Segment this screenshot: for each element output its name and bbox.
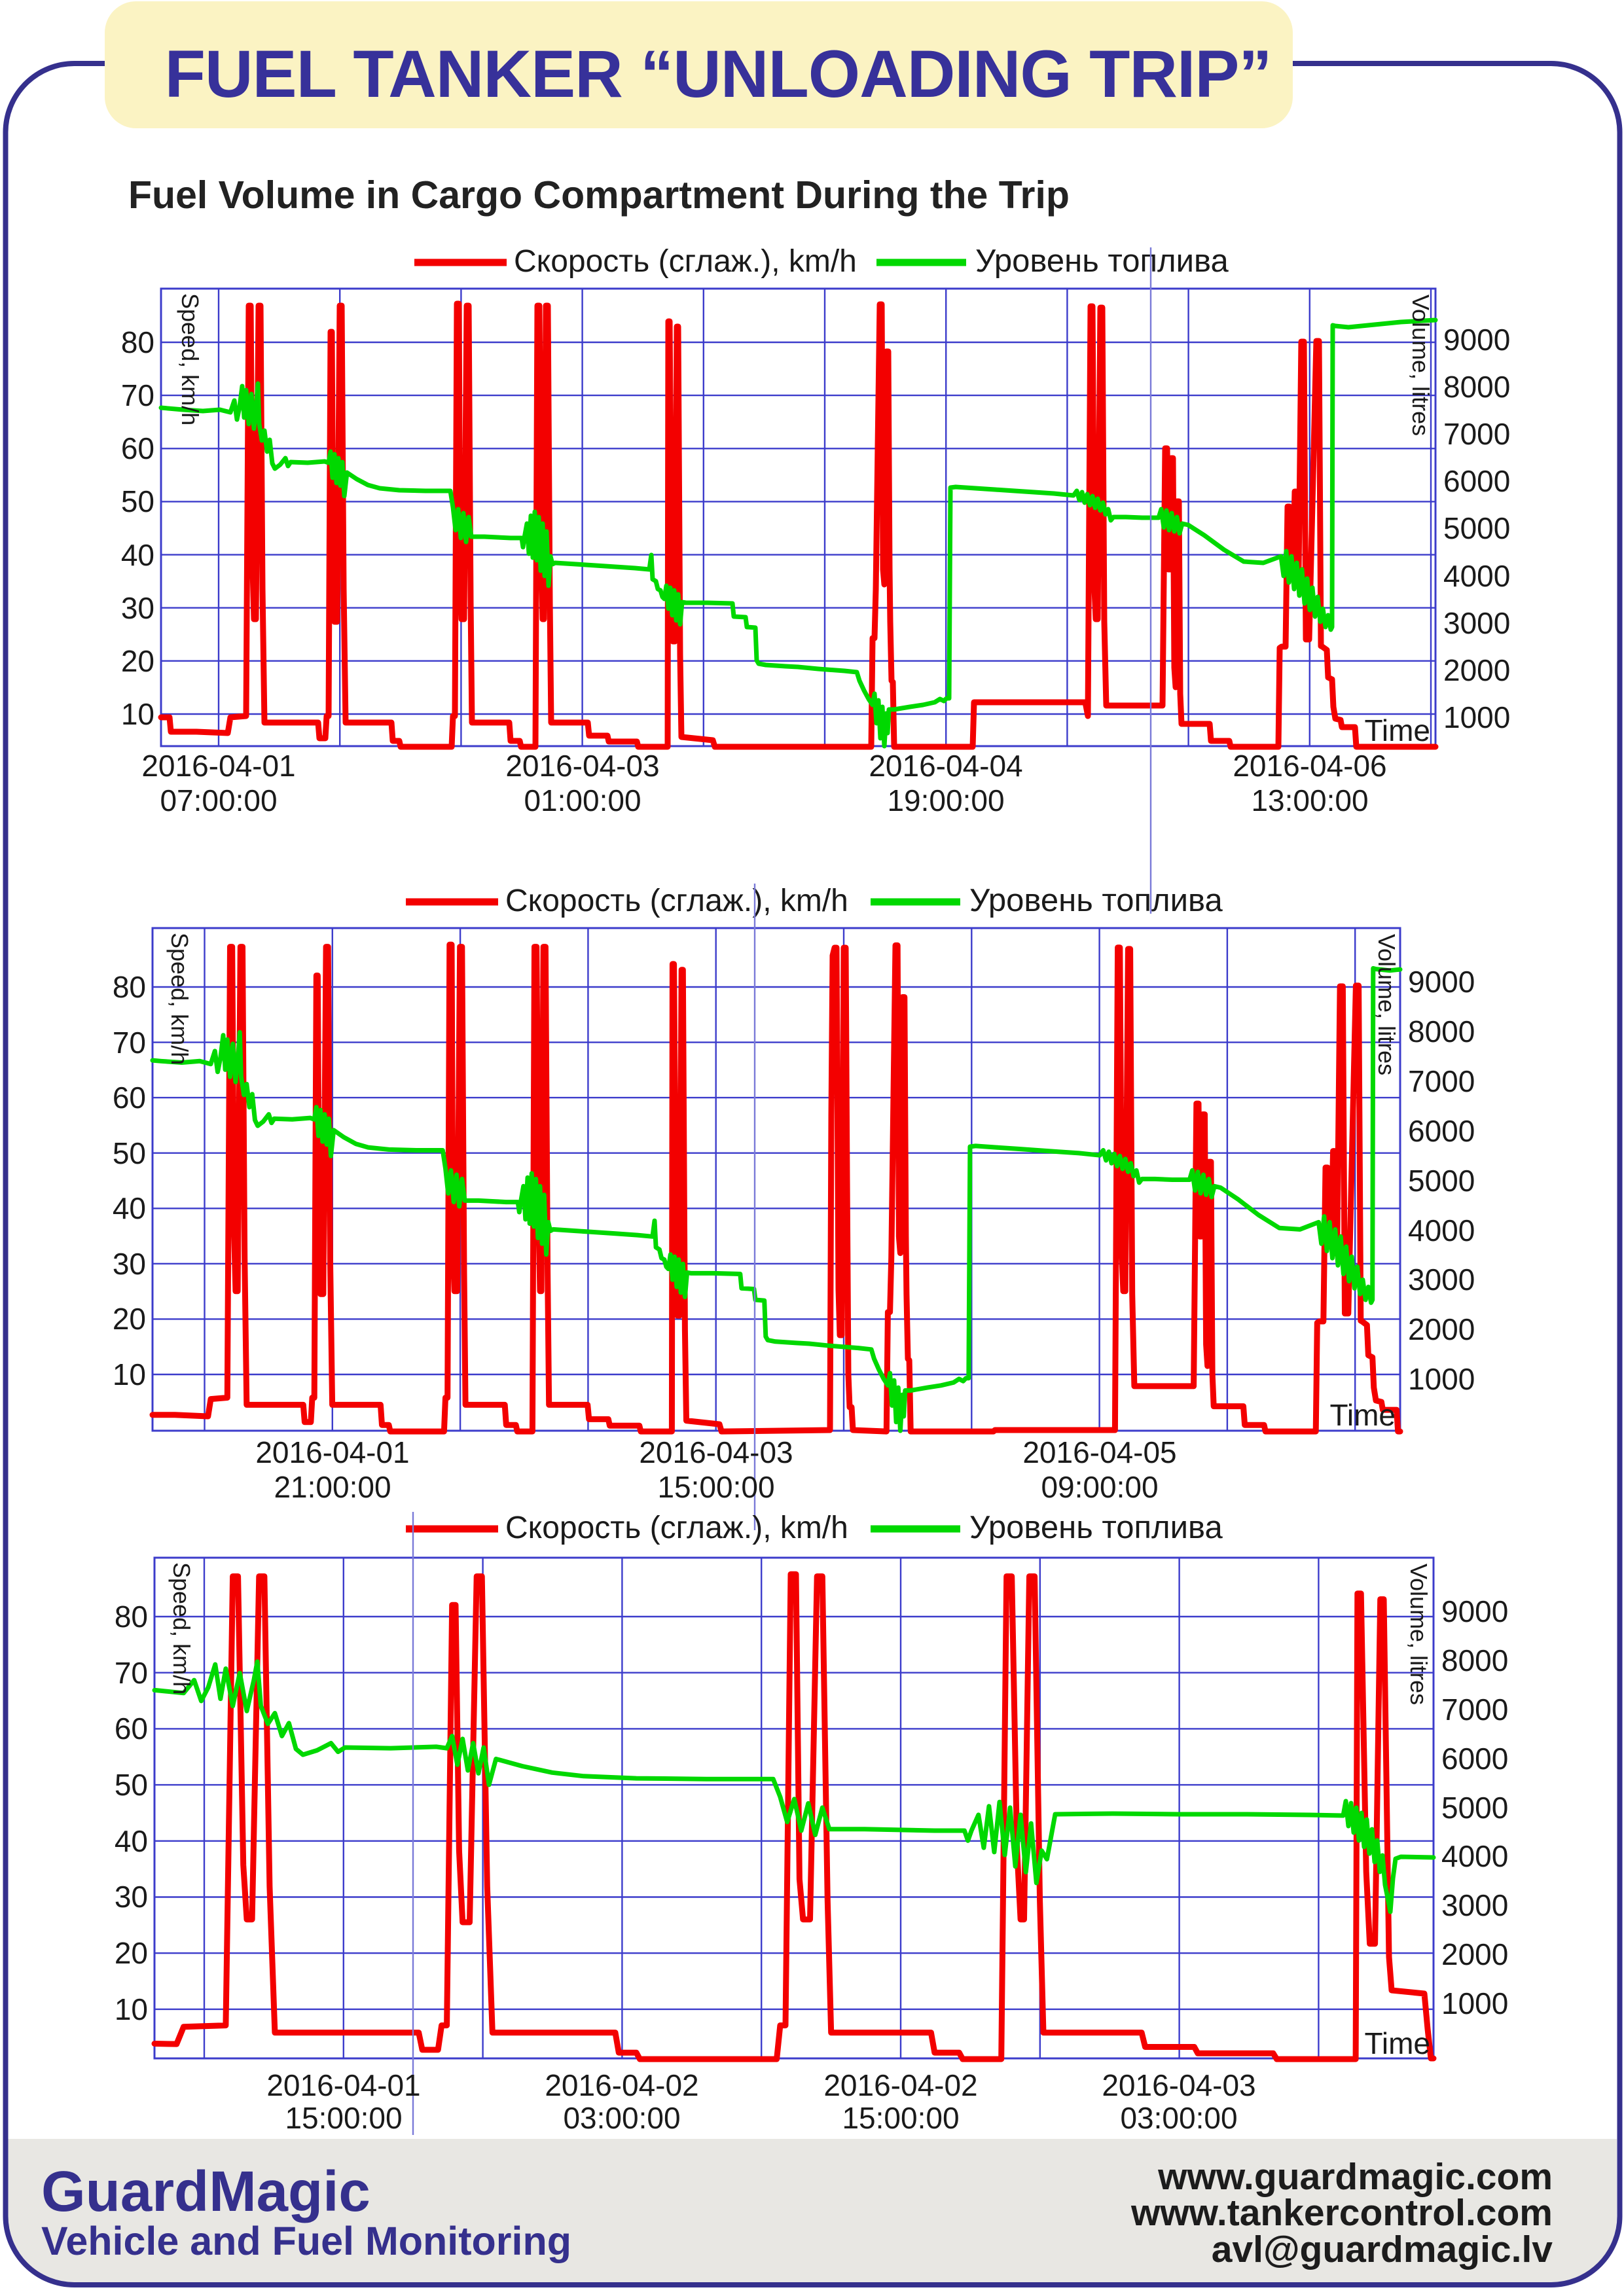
svg-text:70: 70	[121, 378, 154, 412]
svg-text:Volume, litres: Volume, litres	[1405, 1564, 1432, 1705]
svg-text:80: 80	[113, 970, 146, 1004]
svg-text:8000: 8000	[1443, 370, 1510, 404]
svg-text:8000: 8000	[1408, 1014, 1475, 1048]
svg-text:6000: 6000	[1408, 1114, 1475, 1148]
svg-text:Speed, km/h: Speed, km/h	[168, 1562, 195, 1694]
svg-text:9000: 9000	[1408, 965, 1475, 999]
svg-text:5000: 5000	[1441, 1791, 1508, 1825]
svg-text:FUEL TANKER “UNLOADING TRIP”: FUEL TANKER “UNLOADING TRIP”	[165, 37, 1272, 111]
svg-text:40: 40	[113, 1191, 146, 1225]
svg-text:09:00:00: 09:00:00	[1041, 1470, 1158, 1504]
svg-text:Volume, litres: Volume, litres	[1373, 934, 1400, 1075]
svg-text:40: 40	[121, 538, 154, 572]
svg-text:6000: 6000	[1443, 464, 1510, 498]
svg-text:9000: 9000	[1443, 323, 1510, 357]
svg-text:avl@guardmagic.lv: avl@guardmagic.lv	[1212, 2229, 1553, 2270]
svg-text:7000: 7000	[1441, 1693, 1508, 1727]
svg-text:2016-04-01: 2016-04-01	[255, 1435, 409, 1469]
svg-text:30: 30	[113, 1247, 146, 1281]
svg-text:2016-04-04: 2016-04-04	[869, 749, 1022, 783]
svg-text:Volume, litres: Volume, litres	[1407, 295, 1434, 436]
svg-text:Speed, km/h: Speed, km/h	[166, 933, 193, 1065]
svg-text:7000: 7000	[1443, 417, 1510, 451]
svg-text:50: 50	[113, 1136, 146, 1170]
svg-text:6000: 6000	[1441, 1742, 1508, 1776]
svg-text:01:00:00: 01:00:00	[524, 783, 641, 817]
svg-text:03:00:00: 03:00:00	[1120, 2101, 1237, 2135]
svg-text:Уровень топлива: Уровень топлива	[969, 1510, 1223, 1545]
svg-text:21:00:00: 21:00:00	[274, 1470, 391, 1504]
svg-text:4000: 4000	[1441, 1839, 1508, 1873]
svg-text:Vehicle and Fuel Monitoring: Vehicle and Fuel Monitoring	[41, 2219, 571, 2263]
svg-text:03:00:00: 03:00:00	[563, 2101, 680, 2135]
svg-text:60: 60	[113, 1081, 146, 1115]
svg-text:3000: 3000	[1441, 1888, 1508, 1922]
svg-text:Скорость (сглаж.), km/h: Скорость (сглаж.), km/h	[505, 1511, 848, 1545]
svg-text:2016-04-05: 2016-04-05	[1022, 1435, 1176, 1469]
svg-text:70: 70	[115, 1656, 148, 1690]
svg-text:20: 20	[115, 1936, 148, 1970]
svg-text:2016-04-01: 2016-04-01	[141, 749, 295, 783]
svg-text:2016-04-03: 2016-04-03	[639, 1435, 793, 1469]
svg-text:Уровень топлива: Уровень топлива	[975, 243, 1229, 279]
svg-text:3000: 3000	[1443, 606, 1510, 640]
svg-text:4000: 4000	[1443, 559, 1510, 593]
svg-text:15:00:00: 15:00:00	[285, 2101, 402, 2135]
svg-text:1000: 1000	[1441, 1986, 1508, 2020]
svg-text:8000: 8000	[1441, 1643, 1508, 1677]
svg-text:www.guardmagic.com: www.guardmagic.com	[1157, 2156, 1553, 2198]
svg-text:60: 60	[121, 431, 154, 465]
svg-text:13:00:00: 13:00:00	[1251, 783, 1368, 817]
svg-text:20: 20	[121, 644, 154, 678]
svg-text:Time: Time	[1364, 2026, 1430, 2060]
svg-text:9000: 9000	[1441, 1594, 1508, 1628]
svg-text:07:00:00: 07:00:00	[160, 783, 277, 817]
svg-text:80: 80	[121, 325, 154, 359]
svg-text:www.tankercontrol.com: www.tankercontrol.com	[1130, 2192, 1553, 2234]
svg-text:15:00:00: 15:00:00	[842, 2101, 959, 2135]
svg-text:50: 50	[121, 484, 154, 518]
svg-text:60: 60	[115, 1712, 148, 1746]
svg-text:Уровень топлива: Уровень топлива	[969, 883, 1223, 918]
svg-text:Скорость (сглаж.), km/h: Скорость (сглаж.), km/h	[505, 884, 848, 918]
svg-text:Скорость (сглаж.), km/h: Скорость (сглаж.), km/h	[514, 244, 857, 279]
svg-text:4000: 4000	[1408, 1213, 1475, 1247]
svg-text:2016-04-03: 2016-04-03	[1102, 2068, 1255, 2102]
svg-text:7000: 7000	[1408, 1064, 1475, 1098]
svg-text:2000: 2000	[1408, 1312, 1475, 1346]
svg-text:2016-04-06: 2016-04-06	[1233, 749, 1386, 783]
svg-text:2016-04-01: 2016-04-01	[266, 2068, 420, 2102]
svg-text:20: 20	[113, 1302, 146, 1336]
svg-text:1000: 1000	[1443, 700, 1510, 734]
svg-text:2016-04-02: 2016-04-02	[545, 2068, 698, 2102]
svg-text:5000: 5000	[1408, 1164, 1475, 1198]
svg-text:GuardMagic: GuardMagic	[41, 2160, 370, 2223]
svg-text:2000: 2000	[1441, 1937, 1508, 1971]
svg-text:Speed, km/h: Speed, km/h	[177, 293, 204, 425]
svg-text:2016-04-02: 2016-04-02	[823, 2068, 977, 2102]
svg-text:10: 10	[121, 697, 154, 731]
svg-text:30: 30	[115, 1880, 148, 1914]
svg-text:30: 30	[121, 591, 154, 625]
svg-text:Time: Time	[1329, 1398, 1396, 1432]
svg-text:10: 10	[113, 1357, 146, 1391]
svg-text:40: 40	[115, 1824, 148, 1858]
svg-text:19:00:00: 19:00:00	[887, 783, 1004, 817]
svg-text:1000: 1000	[1408, 1362, 1475, 1396]
svg-text:70: 70	[113, 1026, 146, 1060]
svg-text:15:00:00: 15:00:00	[657, 1470, 774, 1504]
svg-text:50: 50	[115, 1768, 148, 1802]
svg-text:5000: 5000	[1443, 511, 1510, 545]
svg-text:2000: 2000	[1443, 653, 1510, 687]
svg-text:3000: 3000	[1408, 1263, 1475, 1297]
svg-text:10: 10	[115, 1992, 148, 2026]
svg-text:80: 80	[115, 1600, 148, 1634]
svg-text:Fuel Volume in Cargo Compartme: Fuel Volume in Cargo Compartment During …	[128, 173, 1070, 217]
svg-text:2016-04-03: 2016-04-03	[505, 749, 659, 783]
svg-text:Time: Time	[1364, 713, 1430, 747]
